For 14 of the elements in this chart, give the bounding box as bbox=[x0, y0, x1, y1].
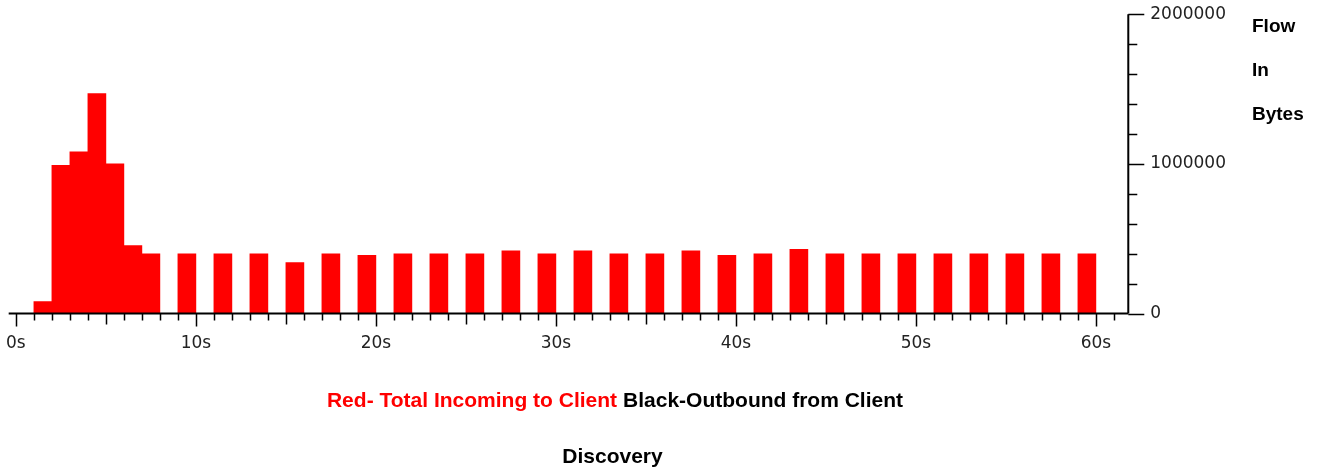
x-tick-label: 0s bbox=[6, 332, 26, 353]
x-tick-label: 10s bbox=[180, 332, 212, 353]
x-tick-label: 30s bbox=[540, 332, 572, 353]
y-tick-label: 1000000 bbox=[1150, 152, 1227, 173]
x-tick-label: 20s bbox=[360, 332, 392, 353]
x-tick-label: 50s bbox=[900, 332, 932, 353]
text: Black-Outbound from Client bbox=[623, 388, 904, 411]
y-tick-label: 2000000 bbox=[1150, 2, 1227, 23]
x-tick-label: 60s bbox=[1080, 332, 1112, 353]
text: Red- Total Incoming to Client bbox=[326, 388, 618, 411]
text: Flow In Bytes bbox=[1252, 15, 1304, 124]
y-tick-label: 0 bbox=[1150, 302, 1162, 323]
text: Discovery bbox=[561, 444, 664, 468]
x-tick-label: 40s bbox=[720, 332, 752, 353]
